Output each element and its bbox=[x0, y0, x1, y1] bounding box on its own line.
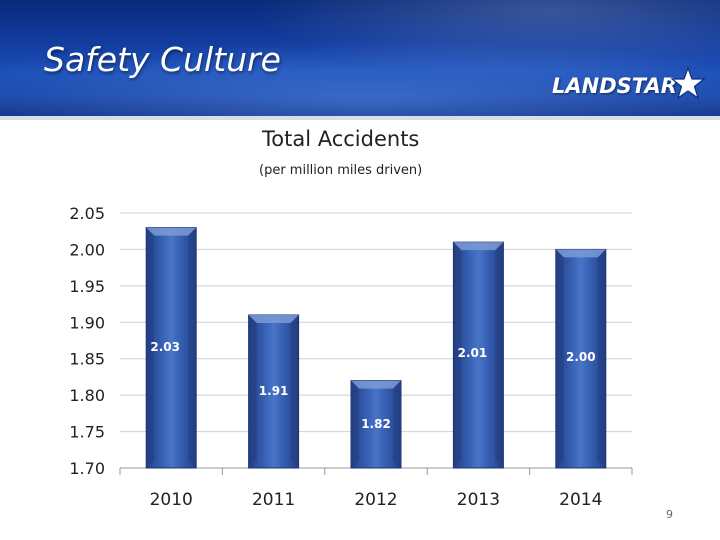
data-labels: 2.03 1.91 1.82 2.01 2.00 bbox=[150, 340, 595, 431]
y-tick-label: 1.75 bbox=[69, 423, 105, 442]
chart-title: Total Accidents bbox=[262, 127, 420, 151]
bar-body bbox=[350, 380, 402, 469]
bar-bevel-left bbox=[351, 380, 359, 468]
bar-bevel-left bbox=[248, 315, 257, 468]
y-axis-ticks: 1.70 1.75 1.80 1.85 1.90 1.95 2.00 2.05 bbox=[69, 204, 105, 478]
bar-bevel-top bbox=[555, 249, 606, 258]
data-label: 2.01 bbox=[458, 346, 488, 360]
bar-bevel-right bbox=[290, 315, 299, 468]
y-tick-label: 2.00 bbox=[69, 240, 105, 259]
bar-bevel-right bbox=[495, 242, 504, 468]
bar-bevel-right bbox=[393, 380, 401, 468]
y-tick-label: 1.80 bbox=[69, 386, 105, 405]
y-tick-label: 1.95 bbox=[69, 277, 105, 296]
bar-bevel-top bbox=[453, 242, 504, 251]
x-tick-label: 2010 bbox=[150, 490, 193, 510]
bars bbox=[145, 227, 607, 469]
header-swoosh bbox=[0, 40, 720, 120]
x-tick-label: 2014 bbox=[559, 490, 602, 510]
star-icon bbox=[670, 66, 706, 100]
x-tick-label: 2012 bbox=[354, 490, 397, 510]
bar-bevel-left bbox=[453, 242, 462, 468]
landstar-logo: LANDSTAR bbox=[552, 66, 710, 110]
bar bbox=[452, 241, 504, 469]
y-tick-label: 1.70 bbox=[69, 459, 105, 478]
x-tick-label: 2011 bbox=[252, 490, 295, 510]
bar-bevel-right bbox=[188, 227, 197, 468]
bar-body bbox=[248, 314, 300, 469]
slide-header bbox=[0, 0, 720, 120]
logo-wordmark: LANDSTAR bbox=[552, 74, 677, 98]
bar-body bbox=[145, 227, 197, 469]
bar-bevel-top bbox=[146, 227, 197, 236]
chart-subtitle: (per million miles driven) bbox=[259, 163, 423, 178]
bar bbox=[248, 314, 300, 469]
data-label: 1.91 bbox=[259, 384, 289, 398]
data-label: 2.03 bbox=[150, 340, 180, 354]
page-number: 9 bbox=[666, 508, 673, 521]
bar bbox=[555, 248, 607, 469]
bar bbox=[145, 227, 197, 469]
bar-bevel-left bbox=[146, 227, 155, 468]
bar-bevel-right bbox=[597, 249, 606, 468]
x-axis-ticks: 2010 2011 2012 2013 2014 bbox=[119, 468, 633, 510]
data-label: 1.82 bbox=[361, 417, 391, 431]
header-divider bbox=[0, 116, 720, 120]
slide-title: Safety Culture bbox=[44, 40, 281, 79]
bar-bevel-top bbox=[248, 315, 299, 323]
bar-bevel-left bbox=[555, 249, 564, 468]
bar-body bbox=[452, 241, 504, 469]
y-tick-label: 1.85 bbox=[69, 350, 105, 369]
x-tick-label: 2013 bbox=[457, 490, 500, 510]
bar bbox=[350, 380, 402, 469]
bar-bevel-top bbox=[351, 380, 401, 389]
data-label: 2.00 bbox=[566, 350, 596, 364]
y-tick-label: 1.90 bbox=[69, 313, 105, 332]
y-tick-label: 2.05 bbox=[69, 204, 105, 223]
